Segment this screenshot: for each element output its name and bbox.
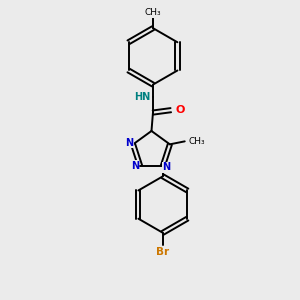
- Text: CH₃: CH₃: [145, 8, 161, 17]
- Text: O: O: [175, 105, 184, 115]
- Text: Br: Br: [156, 247, 170, 257]
- Text: CH₃: CH₃: [188, 137, 205, 146]
- Text: N: N: [162, 162, 170, 172]
- Text: HN: HN: [134, 92, 150, 102]
- Text: N: N: [131, 161, 139, 171]
- Text: N: N: [125, 138, 134, 148]
